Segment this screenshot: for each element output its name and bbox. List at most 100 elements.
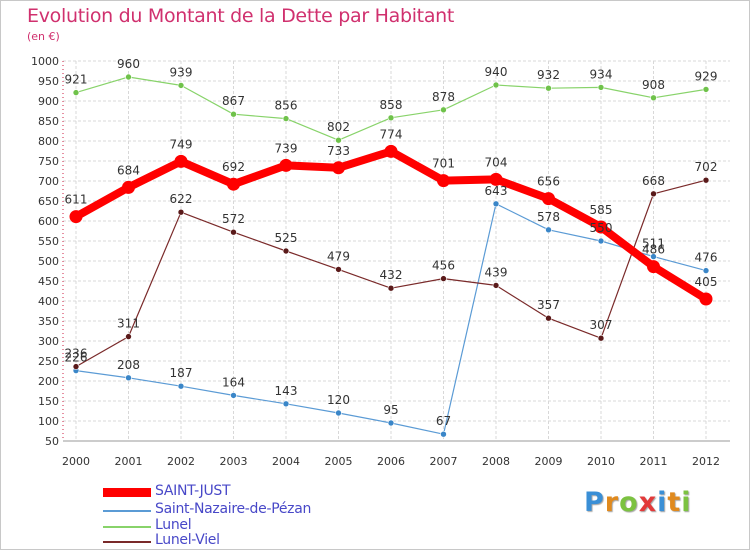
data-point-lunel [282, 115, 290, 122]
data-point-lunel-viel [492, 282, 500, 289]
logo-letter: x [638, 487, 658, 518]
proxiti-logo: Proxiti [584, 487, 692, 518]
x-tick-label: 2003 [220, 455, 248, 468]
data-label-lunel: 858 [380, 98, 403, 112]
data-point-saint-nazaire-de-pezan [125, 374, 132, 382]
chart-title: Evolution du Montant de la Dette par Hab… [27, 5, 455, 27]
chart-unit-label: (en €) [27, 30, 60, 43]
data-point-saint-just [647, 260, 660, 274]
data-point-lunel [440, 106, 447, 114]
y-tick-label: 650 [38, 195, 59, 208]
data-point-lunel-viel [545, 314, 552, 322]
y-tick-label: 250 [38, 355, 59, 368]
data-label-saint-just: 739 [275, 141, 298, 155]
data-label-lunel: 939 [170, 65, 193, 79]
data-label-lunel-viel: 432 [380, 268, 403, 282]
data-label-lunel-viel: 307 [590, 318, 613, 332]
x-tick-label: 2011 [640, 455, 668, 468]
y-tick-label: 50 [45, 435, 59, 448]
data-point-saint-just [594, 220, 608, 234]
data-point-saint-just [489, 172, 503, 186]
y-tick-label: 600 [38, 215, 59, 228]
data-label-saint-nazaire-de-pezan: 95 [383, 403, 398, 417]
data-label-saint-nazaire-de-pezan: 511 [642, 237, 665, 251]
data-label-saint-just: 684 [117, 163, 140, 177]
x-tick-label: 2000 [62, 455, 90, 468]
data-point-saint-nazaire-de-pezan [230, 392, 237, 399]
data-label-lunel: 878 [432, 90, 455, 104]
y-tick-label: 900 [38, 95, 59, 108]
data-label-saint-just: 656 [537, 175, 560, 189]
plot-area [63, 61, 730, 441]
data-label-saint-just: 611 [65, 193, 88, 207]
data-label-saint-just: 704 [485, 155, 508, 169]
data-label-saint-nazaire-de-pezan: 578 [537, 210, 560, 224]
data-point-saint-nazaire-de-pezan [282, 400, 290, 408]
data-point-lunel-viel [282, 247, 290, 255]
data-point-lunel-viel [72, 363, 80, 370]
data-point-saint-just [69, 210, 83, 224]
data-point-saint-just [174, 154, 188, 168]
legend-label-lunel-viel: Lunel-Viel [155, 532, 220, 548]
data-point-saint-nazaire-de-pezan [387, 419, 395, 427]
data-point-saint-just [542, 192, 555, 206]
data-label-lunel-viel: 668 [642, 174, 665, 188]
data-label-lunel: 867 [222, 94, 245, 108]
data-point-lunel-viel [125, 333, 132, 340]
data-label-saint-nazaire-de-pezan: 226 [65, 351, 88, 365]
data-label-saint-just: 749 [170, 137, 193, 151]
legend-label-saint-just: SAINT-JUST [155, 483, 231, 499]
y-tick-label: 850 [38, 115, 59, 128]
data-point-saint-just [699, 292, 713, 306]
data-label-saint-just: 486 [642, 243, 665, 257]
data-label-saint-nazaire-de-pezan: 550 [590, 221, 613, 235]
data-label-lunel: 934 [590, 67, 613, 81]
y-tick-label: 350 [38, 315, 59, 328]
y-tick-label: 300 [38, 335, 59, 348]
x-tick-label: 2004 [272, 455, 300, 468]
y-tick-label: 500 [38, 255, 59, 268]
data-point-lunel [650, 94, 657, 102]
data-point-lunel [335, 136, 342, 144]
data-point-lunel-viel [702, 176, 710, 184]
data-label-lunel-viel: 439 [485, 265, 508, 279]
y-tick-label: 400 [38, 295, 59, 308]
x-tick-label: 2009 [535, 455, 563, 468]
x-tick-label: 2002 [167, 455, 195, 468]
y-tick-label: 200 [38, 375, 59, 388]
data-point-lunel [387, 114, 395, 122]
data-point-lunel-viel [177, 208, 185, 216]
data-point-lunel [545, 84, 552, 92]
legend-swatch-saint-nazaire-de-pezan [103, 510, 151, 512]
data-label-saint-just: 585 [590, 203, 613, 217]
data-label-lunel-viel: 357 [537, 298, 560, 312]
data-point-saint-just [437, 174, 450, 188]
data-label-lunel-viel: 311 [117, 317, 140, 331]
data-point-lunel [177, 82, 185, 89]
data-label-saint-just: 774 [380, 127, 403, 141]
data-label-lunel: 932 [537, 68, 560, 82]
data-label-lunel: 940 [485, 65, 508, 79]
data-point-lunel-viel [597, 334, 605, 342]
logo-letter: t [667, 487, 682, 518]
logo-letter: P [584, 487, 605, 518]
data-point-lunel-viel [335, 266, 342, 273]
data-label-lunel-viel: 479 [327, 249, 350, 263]
data-point-saint-nazaire-de-pezan [335, 409, 342, 417]
data-point-lunel [492, 81, 500, 89]
data-point-saint-nazaire-de-pezan [650, 253, 657, 260]
logo-letter: i [681, 487, 692, 518]
legend-swatch-lunel-viel [103, 541, 151, 543]
y-tick-label: 750 [38, 155, 59, 168]
data-point-lunel [125, 73, 132, 81]
data-point-lunel [230, 110, 237, 118]
legend-swatch-lunel [103, 526, 151, 528]
data-label-lunel: 856 [275, 99, 298, 113]
data-point-lunel-viel [440, 275, 447, 282]
data-point-saint-nazaire-de-pezan [492, 200, 500, 208]
legend-label-saint-nazaire-de-pezan: Saint-Nazaire-de-Pézan [155, 501, 312, 517]
legend-swatch-saint-just [103, 488, 151, 497]
data-label-lunel: 908 [642, 78, 665, 92]
